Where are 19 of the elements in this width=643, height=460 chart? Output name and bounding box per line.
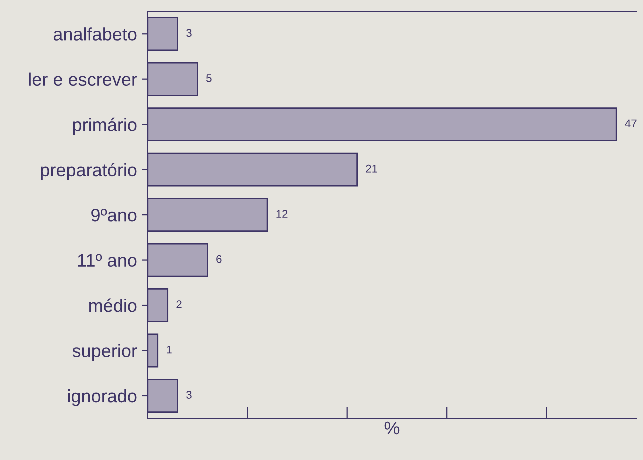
y-tick-label: ler e escrever — [29, 72, 138, 86]
y-tick-label: primário — [73, 118, 137, 135]
data-label: 5 — [206, 74, 212, 82]
data-label: 47 — [625, 120, 637, 128]
data-label: 21 — [366, 164, 378, 173]
data-label: 2 — [176, 300, 182, 308]
y-tick-label: superior — [72, 344, 138, 362]
y-tick-label: preparatório — [41, 163, 137, 180]
y-tick-label: 9ºano — [92, 208, 137, 222]
y-tick-label: ignorado — [68, 389, 137, 406]
y-tick-label: médio — [90, 298, 137, 312]
data-label: 3 — [186, 391, 192, 399]
y-tick-label: 11º ano — [78, 254, 137, 268]
data-label: 1 — [167, 346, 172, 354]
y-tick-label: analfabeto — [54, 28, 137, 41]
data-label: 12 — [276, 210, 288, 218]
data-label: 3 — [186, 29, 192, 38]
data-label: 6 — [216, 255, 222, 264]
x-axis-title: % — [384, 422, 400, 435]
